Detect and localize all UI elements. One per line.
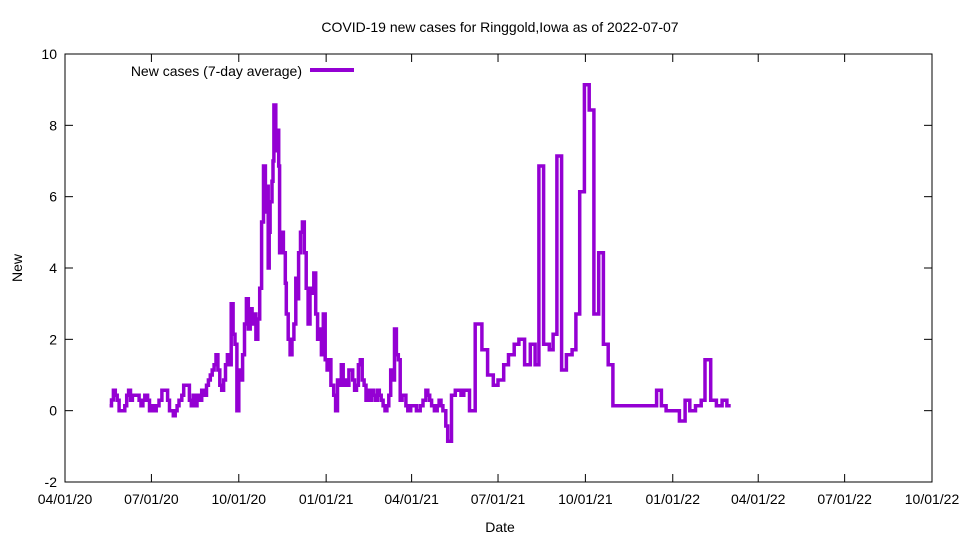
y-tick-label: 10 bbox=[41, 46, 57, 62]
chart-title: COVID-19 new cases for Ringgold,Iowa as … bbox=[321, 19, 678, 35]
x-tick-label: 10/01/21 bbox=[558, 491, 613, 507]
y-tick-label: 2 bbox=[49, 331, 57, 347]
x-tick-label: 10/01/22 bbox=[905, 491, 960, 507]
series-layer bbox=[109, 82, 731, 444]
legend: New cases (7-day average) bbox=[131, 63, 354, 79]
x-tick-label: 10/01/20 bbox=[212, 491, 267, 507]
x-axis-label: Date bbox=[485, 519, 515, 535]
y-tick-label: 0 bbox=[49, 403, 57, 419]
x-tick-label: 04/01/20 bbox=[38, 491, 93, 507]
x-tick-label: 04/01/22 bbox=[731, 491, 786, 507]
y-tick-label: 6 bbox=[49, 189, 57, 205]
x-tick-label: 07/01/21 bbox=[471, 491, 526, 507]
y-axis-label: New bbox=[9, 253, 25, 282]
legend-label: New cases (7-day average) bbox=[131, 63, 302, 79]
y-axis: -2 0 2 4 6 8 10 bbox=[41, 46, 932, 490]
x-tick-label: 01/01/22 bbox=[646, 491, 701, 507]
y-tick-label: 8 bbox=[49, 117, 57, 133]
x-axis: 04/01/20 07/01/20 10/01/20 01/01/21 04/01/21… bbox=[38, 54, 960, 507]
x-tick-label: 07/01/20 bbox=[124, 491, 179, 507]
y-tick-label: -2 bbox=[45, 474, 58, 490]
plot-frame bbox=[64, 53, 933, 483]
x-tick-label: 01/01/21 bbox=[299, 491, 354, 507]
y-tick-label: 4 bbox=[49, 260, 57, 276]
series-line bbox=[109, 82, 731, 444]
x-tick-label: 04/01/21 bbox=[384, 491, 439, 507]
x-tick-label: 07/01/22 bbox=[817, 491, 872, 507]
